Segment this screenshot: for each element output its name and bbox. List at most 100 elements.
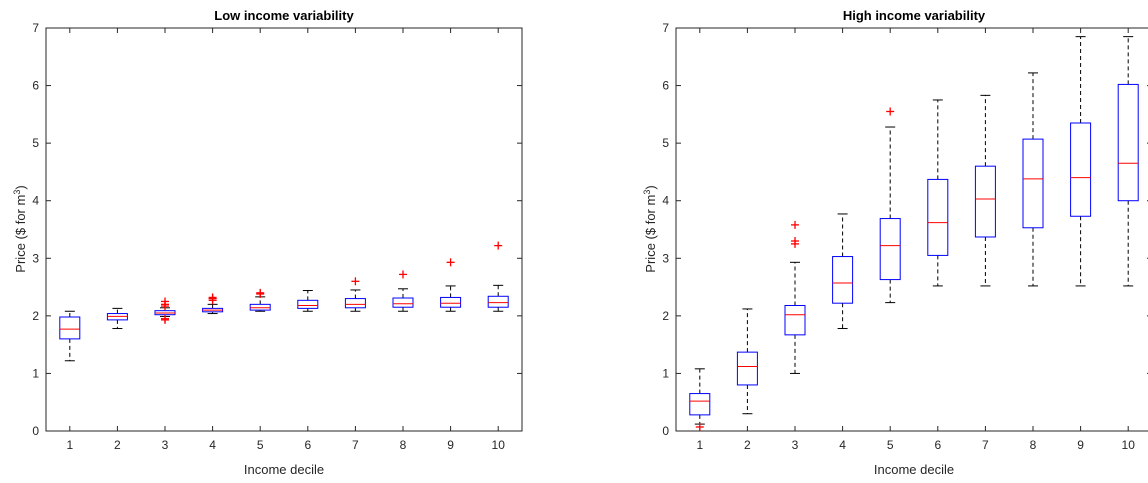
x-tick-label: 10 — [1122, 438, 1136, 452]
outlier-marker — [695, 422, 704, 431]
iqr-box — [1070, 122, 1092, 217]
outlier-marker — [494, 241, 503, 250]
box-decile-2 — [736, 308, 758, 415]
outlier-marker — [161, 297, 169, 306]
x-axis-label-left: Income decile — [244, 462, 324, 477]
iqr-box — [879, 218, 901, 281]
y-tick-label: 3 — [32, 251, 39, 265]
boxes-left — [59, 241, 509, 362]
y-tick-label: 6 — [32, 79, 39, 93]
y-tick-label: 4 — [32, 194, 39, 208]
x-tick-label: 9 — [447, 438, 454, 452]
x-tick-label: 5 — [257, 438, 264, 452]
y-tick-label: 5 — [662, 136, 669, 150]
y-tick-label: 2 — [32, 309, 39, 323]
plot-area-right — [675, 27, 1148, 432]
outlier-marker — [886, 107, 895, 116]
y-tick-label: 5 — [32, 136, 39, 150]
iqr-box — [832, 256, 854, 304]
box-decile-9 — [1070, 36, 1092, 287]
iqr-box — [249, 303, 271, 311]
y-tick-label: 1 — [32, 366, 39, 380]
iqr-box — [736, 351, 758, 386]
x-tick-label: 8 — [1030, 438, 1037, 452]
box-decile-9 — [440, 258, 462, 312]
outlier-marker — [399, 270, 407, 279]
x-tick-label: 3 — [162, 438, 169, 452]
x-tick-label: 1 — [66, 438, 73, 452]
box-decile-8 — [392, 270, 414, 312]
iqr-box — [440, 296, 462, 308]
box-decile-7 — [974, 94, 996, 287]
y-tick-label: 4 — [662, 194, 669, 208]
iqr-box — [1022, 138, 1044, 229]
box-decile-3 — [154, 297, 176, 324]
x-tick-label: 10 — [492, 438, 506, 452]
y-axis-label-right: Price ($ for m3) — [642, 185, 658, 272]
x-tick-label: 6 — [304, 438, 311, 452]
outlier-marker — [351, 277, 360, 286]
x-tick-label: 7 — [982, 438, 989, 452]
box-decile-8 — [1022, 72, 1044, 287]
iqr-box — [974, 165, 996, 238]
iqr-box — [927, 178, 949, 256]
x-tick-label: 5 — [887, 438, 894, 452]
y-tick-label: 1 — [662, 366, 669, 380]
box-decile-2 — [106, 307, 128, 330]
box-decile-6 — [927, 99, 949, 287]
iqr-box — [344, 298, 366, 309]
chart-panel-low: Low income variability Income decile Pri… — [12, 8, 523, 477]
box-decile-1 — [59, 310, 81, 362]
outlier-marker — [256, 288, 265, 297]
box-decile-4 — [832, 213, 854, 330]
y-tick-label: 0 — [32, 424, 39, 438]
outlier-marker — [446, 258, 455, 267]
outlier-marker — [791, 220, 799, 229]
x-tick-label: 9 — [1077, 438, 1084, 452]
x-tick-label: 1 — [696, 438, 703, 452]
outlier-marker — [161, 314, 169, 323]
outlier-marker — [791, 237, 799, 246]
box-decile-5 — [879, 107, 901, 304]
outlier-marker — [208, 293, 217, 302]
y-tick-label: 2 — [662, 309, 669, 323]
y-axis-label-left: Price ($ for m3) — [12, 185, 28, 272]
x-tick-label: 8 — [400, 438, 407, 452]
y-tick-label: 7 — [662, 21, 669, 35]
x-tick-label: 6 — [934, 438, 941, 452]
ticks-right: 0 1 2 3 4 5 6 7 1 2 3 4 5 6 7 8 9 10 — [662, 21, 1148, 452]
box-decile-1 — [689, 368, 711, 431]
box-decile-7 — [344, 277, 366, 312]
iqr-box — [297, 299, 319, 309]
iqr-box — [392, 297, 414, 308]
x-tick-label: 7 — [352, 438, 359, 452]
boxes-right — [689, 36, 1139, 431]
x-tick-label: 4 — [839, 438, 846, 452]
box-decile-4 — [202, 293, 224, 315]
plot-area-left — [45, 27, 523, 432]
chart-title-left: Low income variability — [214, 8, 354, 23]
iqr-box — [784, 304, 806, 336]
box-decile-3 — [784, 220, 806, 374]
x-axis-label-right: Income decile — [874, 462, 954, 477]
box-decile-5 — [249, 288, 271, 312]
chart-panel-high: High income variability Income decile Pr… — [642, 8, 1148, 477]
y-tick-label: 0 — [662, 424, 669, 438]
y-tick-label: 6 — [662, 79, 669, 93]
iqr-box — [487, 295, 509, 308]
box-decile-6 — [297, 290, 319, 312]
chart-title-right: High income variability — [843, 8, 986, 23]
x-tick-label: 3 — [792, 438, 799, 452]
iqr-box — [59, 316, 81, 340]
box-decile-10 — [487, 241, 509, 312]
y-tick-label: 3 — [662, 251, 669, 265]
iqr-box — [1117, 83, 1139, 202]
iqr-box — [689, 393, 711, 416]
x-tick-label: 4 — [209, 438, 216, 452]
box-decile-10 — [1117, 36, 1139, 287]
y-tick-label: 7 — [32, 21, 39, 35]
x-tick-label: 2 — [744, 438, 751, 452]
ticks-left: 0 1 2 3 4 5 6 7 1 2 3 4 5 6 7 8 9 10 — [32, 21, 522, 452]
x-tick-label: 2 — [114, 438, 121, 452]
